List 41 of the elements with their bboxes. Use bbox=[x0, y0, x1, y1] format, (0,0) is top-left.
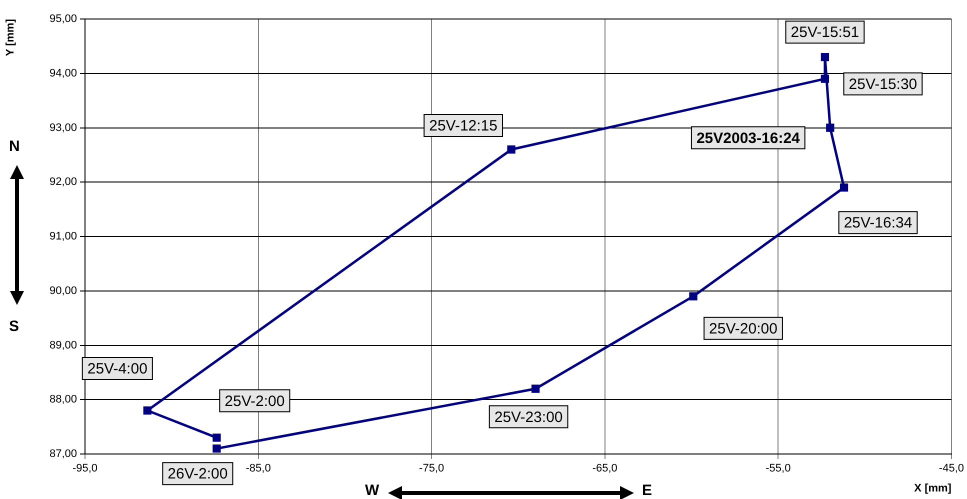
y-tick-label: 94,00 bbox=[49, 67, 77, 80]
point bbox=[820, 52, 830, 62]
x-tick-label: -55,0 bbox=[766, 462, 791, 475]
annotation: 25V-15:30 bbox=[848, 76, 918, 93]
y-tick-label: 90,00 bbox=[49, 284, 77, 297]
y-tick-label: 91,00 bbox=[49, 230, 77, 243]
point bbox=[689, 292, 698, 300]
y-axis-title: Y [mm] bbox=[4, 18, 17, 56]
y-tick-label: 95,00 bbox=[49, 13, 77, 26]
point bbox=[531, 384, 540, 393]
x-axis-title: X [mm] bbox=[914, 482, 952, 494]
y-tick-label: 89,00 bbox=[49, 339, 77, 352]
annotation: 25V-2:00 bbox=[224, 392, 285, 410]
x-tick-label: -65,0 bbox=[592, 462, 618, 475]
point bbox=[143, 406, 152, 415]
annotation: 25V-23:00 bbox=[494, 408, 563, 426]
text: E bbox=[642, 482, 652, 499]
point bbox=[820, 74, 830, 83]
annotation: 25V-12:15 bbox=[429, 118, 498, 135]
point bbox=[840, 183, 848, 192]
text: N bbox=[9, 138, 20, 155]
annotation: 25V2003-16:24 bbox=[696, 130, 801, 147]
text: S bbox=[9, 318, 20, 335]
x-tick-label: -45,0 bbox=[938, 462, 964, 475]
point bbox=[507, 145, 516, 154]
point bbox=[826, 124, 834, 132]
text: W bbox=[365, 482, 380, 499]
annotation: 25V-15:51 bbox=[790, 24, 860, 42]
y-tick-label: 88,00 bbox=[49, 394, 77, 406]
annotation: 25V-16:34 bbox=[844, 214, 912, 232]
x-tick-label: -85,0 bbox=[246, 462, 271, 475]
x-tick-label: -95,0 bbox=[72, 462, 98, 475]
annotation: 25V-20:00 bbox=[709, 320, 778, 338]
y-tick-label: 87,00 bbox=[49, 448, 77, 460]
annotation: 25V-4:00 bbox=[87, 360, 148, 378]
y-tick-label: 92,00 bbox=[49, 176, 77, 188]
x-tick-label: -75,0 bbox=[419, 462, 444, 475]
point bbox=[212, 444, 221, 453]
y-tick-label: 93,00 bbox=[49, 122, 77, 134]
point bbox=[212, 434, 221, 442]
annotation: 26V-2:00 bbox=[168, 466, 228, 483]
